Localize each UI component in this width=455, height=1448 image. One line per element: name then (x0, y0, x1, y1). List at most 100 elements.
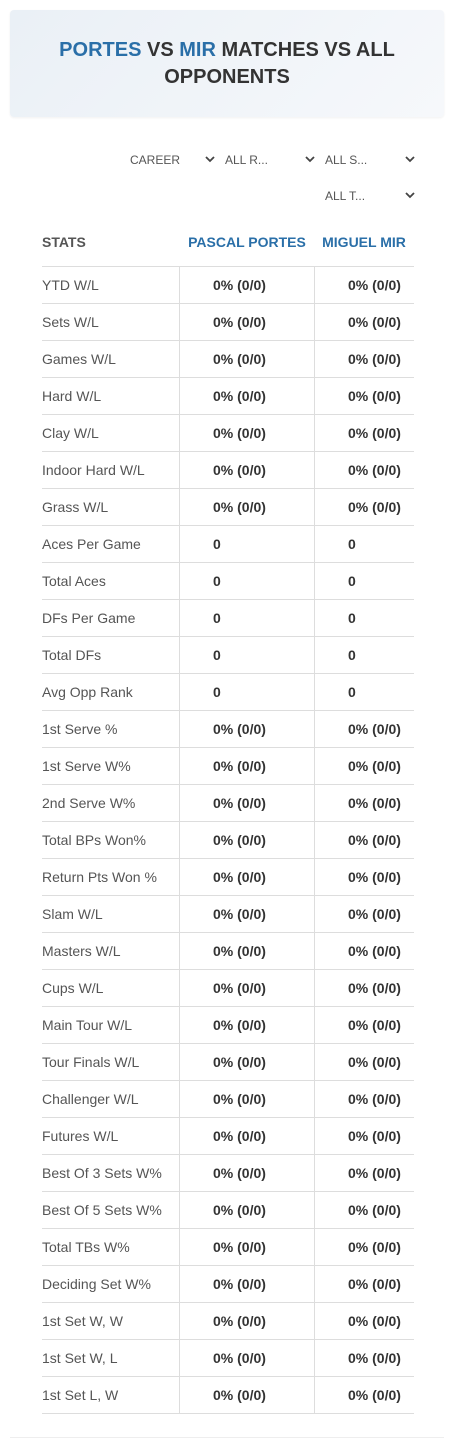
stat-value: 0% (0/0) (179, 415, 314, 451)
chevron (405, 156, 415, 163)
stat-value: 0% (0/0) (179, 1266, 314, 1302)
stat-label: Challenger W/L (42, 1091, 139, 1107)
stat-label: Best Of 5 Sets W% (42, 1202, 162, 1218)
stat-value: 0% (0/0) (314, 1081, 414, 1117)
player1: PORTES (59, 39, 142, 61)
stat-value: 0% (0/0) (314, 1007, 414, 1043)
stat-label: Main Tour W/L (42, 1017, 132, 1033)
stat-label: Avg Opp Rank (42, 684, 133, 700)
stat-value: 0% (0/0) (179, 711, 314, 747)
stat-value: 0% (0/0) (314, 415, 414, 451)
stat-value: 0% (0/0) (179, 452, 314, 488)
stat-value: 0% (0/0) (314, 748, 414, 784)
stat-row: Total TBs W% 0% (0/0) 0% (0/0) (42, 1229, 414, 1266)
stat-value: 0% (0/0) (314, 1377, 414, 1413)
stat-value: 0% (0/0) (179, 304, 314, 340)
stat-value: 0% (0/0) (314, 859, 414, 895)
stat-value: 0% (0/0) (314, 489, 414, 525)
stat-row: DFs Per Game 0 0 (42, 600, 414, 637)
stat-row: Best Of 3 Sets W% 0% (0/0) 0% (0/0) (42, 1155, 414, 1192)
stat-row: Slam W/L 0% (0/0) 0% (0/0) (42, 896, 414, 933)
stat-row: Challenger W/L 0% (0/0) 0% (0/0) (42, 1081, 414, 1118)
stat-row: Cups W/L 0% (0/0) 0% (0/0) (42, 970, 414, 1007)
filter-label: CAREER (130, 153, 181, 167)
stat-value: 0 (179, 526, 314, 562)
stat-value: 0% (0/0) (314, 1044, 414, 1080)
stat-value: 0% (0/0) (179, 341, 314, 377)
stat-value: 0% (0/0) (179, 1081, 314, 1117)
stat-value: 0% (0/0) (179, 859, 314, 895)
stat-value: 0% (0/0) (179, 1303, 314, 1339)
stat-row: Return Pts Won % 0% (0/0) 0% (0/0) (42, 859, 414, 896)
stat-row: Main Tour W/L 0% (0/0) 0% (0/0) (42, 1007, 414, 1044)
filter-dropdown[interactable]: CAREER (130, 150, 215, 170)
stat-row: Hard W/L 0% (0/0) 0% (0/0) (42, 378, 414, 415)
stat-label: Return Pts Won % (42, 869, 157, 885)
stat-value: 0% (0/0) (314, 1229, 414, 1265)
stat-value: 0% (0/0) (314, 267, 414, 303)
stat-value: 0% (0/0) (179, 748, 314, 784)
stat-value: 0% (0/0) (314, 341, 414, 377)
stat-row: Futures W/L 0% (0/0) 0% (0/0) (42, 1118, 414, 1155)
stat-value: 0% (0/0) (314, 1192, 414, 1228)
stat-value: 0% (0/0) (314, 452, 414, 488)
stat-label: 1st Serve % (42, 721, 118, 737)
stat-value: 0% (0/0) (314, 1266, 414, 1302)
stat-value: 0% (0/0) (179, 1377, 314, 1413)
stat-value: 0 (314, 637, 414, 673)
stat-label: 1st Serve W% (42, 758, 131, 774)
stat-row: Total BPs Won% 0% (0/0) 0% (0/0) (42, 822, 414, 859)
stat-row: 1st Serve % 0% (0/0) 0% (0/0) (42, 711, 414, 748)
stat-row: Masters W/L 0% (0/0) 0% (0/0) (42, 933, 414, 970)
stat-value: 0% (0/0) (314, 970, 414, 1006)
column-header: MIGUEL MIR (322, 234, 406, 250)
stat-value: 0% (0/0) (179, 933, 314, 969)
filter-dropdown[interactable]: ALL T... (325, 186, 415, 206)
stat-label: 1st Set W, L (42, 1350, 118, 1366)
stat-label: Clay W/L (42, 425, 99, 441)
chevron (405, 192, 415, 199)
stat-label: 1st Set W, W (42, 1313, 123, 1329)
stat-value: 0% (0/0) (179, 1192, 314, 1228)
stat-row: Best Of 5 Sets W% 0% (0/0) 0% (0/0) (42, 1192, 414, 1229)
stat-value: 0 (314, 563, 414, 599)
title: PORTES VS MIR MATCHES VS ALL OPPONENTS (40, 37, 414, 91)
chevron (305, 156, 315, 163)
stat-value: 0% (0/0) (179, 1340, 314, 1376)
stat-value: 0% (0/0) (179, 1007, 314, 1043)
stat-label: Sets W/L (42, 314, 99, 330)
stat-label: Best Of 3 Sets W% (42, 1165, 162, 1181)
stat-value: 0% (0/0) (314, 822, 414, 858)
filter-dropdown[interactable]: ALL R... (225, 150, 315, 170)
stat-value: 0 (314, 600, 414, 636)
header-row: STATS PASCAL PORTES MIGUEL MIR (42, 218, 414, 267)
stat-value: 0% (0/0) (314, 1340, 414, 1376)
stat-label: Masters W/L (42, 943, 121, 959)
stat-row: Total DFs 0 0 (42, 637, 414, 674)
stat-label: Hard W/L (42, 388, 102, 404)
chevron (205, 156, 215, 163)
stat-row: 1st Set W, L 0% (0/0) 0% (0/0) (42, 1340, 414, 1377)
stat-value: 0% (0/0) (314, 933, 414, 969)
stat-row: Total Aces 0 0 (42, 563, 414, 600)
stat-value: 0% (0/0) (179, 785, 314, 821)
stat-row: YTD W/L 0% (0/0) 0% (0/0) (42, 267, 414, 304)
stat-label: Games W/L (42, 351, 116, 367)
player2: MIR (179, 39, 216, 61)
stat-row: Avg Opp Rank 0 0 (42, 674, 414, 711)
stat-value: 0% (0/0) (314, 304, 414, 340)
stat-label: Indoor Hard W/L (42, 462, 145, 478)
stat-value: 0% (0/0) (179, 378, 314, 414)
stat-value: 0% (0/0) (179, 1044, 314, 1080)
stat-value: 0% (0/0) (314, 896, 414, 932)
stat-label: Total DFs (42, 647, 102, 663)
stat-row: Grass W/L 0% (0/0) 0% (0/0) (42, 489, 414, 526)
stat-row: 1st Set L, W 0% (0/0) 0% (0/0) (42, 1377, 414, 1414)
stat-row: Tour Finals W/L 0% (0/0) 0% (0/0) (42, 1044, 414, 1081)
stat-value: 0 (179, 637, 314, 673)
divider (10, 1437, 444, 1438)
filter-dropdown[interactable]: ALL S... (325, 150, 415, 170)
filter-label: ALL R... (225, 153, 268, 167)
stat-row: 1st Set W, W 0% (0/0) 0% (0/0) (42, 1303, 414, 1340)
